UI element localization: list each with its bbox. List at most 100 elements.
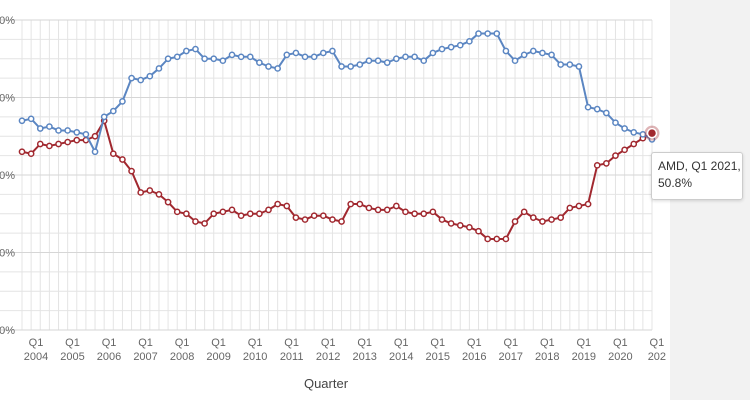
data-point-amd[interactable] xyxy=(475,227,482,235)
data-point-intel[interactable] xyxy=(356,61,364,68)
data-point-intel[interactable] xyxy=(593,105,601,113)
data-point-intel[interactable] xyxy=(36,125,44,132)
data-point-amd[interactable] xyxy=(456,222,464,229)
data-point-intel[interactable] xyxy=(119,98,126,105)
data-point-intel[interactable] xyxy=(338,63,345,70)
data-point-intel[interactable] xyxy=(201,55,208,63)
data-point-amd[interactable] xyxy=(383,206,391,214)
data-point-amd[interactable] xyxy=(447,220,455,227)
data-point-intel[interactable] xyxy=(192,45,199,53)
data-point-amd[interactable] xyxy=(429,208,437,216)
data-point-intel[interactable] xyxy=(18,117,26,125)
data-point-intel[interactable] xyxy=(502,47,510,55)
data-point-intel[interactable] xyxy=(274,65,282,72)
data-point-amd[interactable] xyxy=(146,187,154,194)
data-point-amd[interactable] xyxy=(356,200,364,208)
data-point-amd[interactable] xyxy=(237,212,245,220)
data-point-intel[interactable] xyxy=(511,57,519,65)
data-point-amd[interactable] xyxy=(319,212,327,220)
data-point-intel[interactable] xyxy=(82,130,90,138)
data-point-intel[interactable] xyxy=(210,55,218,63)
data-point-amd[interactable] xyxy=(466,223,473,231)
data-point-amd[interactable] xyxy=(119,156,126,163)
data-point-amd[interactable] xyxy=(55,140,62,148)
data-point-intel[interactable] xyxy=(100,113,108,121)
data-point-intel[interactable] xyxy=(411,53,418,61)
data-point-intel[interactable] xyxy=(64,127,72,134)
data-point-intel[interactable] xyxy=(256,59,263,66)
data-point-intel[interactable] xyxy=(128,74,135,82)
data-point-amd[interactable] xyxy=(210,210,218,218)
data-point-amd[interactable] xyxy=(301,216,309,223)
data-point-amd[interactable] xyxy=(246,210,254,218)
data-point-amd[interactable] xyxy=(265,206,272,214)
data-point-amd[interactable] xyxy=(584,200,592,208)
data-point-intel[interactable] xyxy=(55,127,62,134)
data-point-intel[interactable] xyxy=(292,49,300,57)
data-point-intel[interactable] xyxy=(466,37,473,45)
data-point-amd[interactable] xyxy=(292,214,300,221)
data-point-amd[interactable] xyxy=(438,216,446,223)
data-point-amd[interactable] xyxy=(612,152,619,159)
data-point-intel[interactable] xyxy=(155,65,163,72)
data-point-intel[interactable] xyxy=(475,30,482,37)
data-point-intel[interactable] xyxy=(265,63,272,70)
hover-point[interactable] xyxy=(646,127,658,139)
data-point-intel[interactable] xyxy=(228,51,236,59)
data-point-intel[interactable] xyxy=(484,30,492,37)
data-point-amd[interactable] xyxy=(137,189,145,196)
data-point-intel[interactable] xyxy=(447,43,455,51)
data-point-intel[interactable] xyxy=(420,57,428,65)
data-point-amd[interactable] xyxy=(219,208,227,216)
data-point-intel[interactable] xyxy=(493,30,501,37)
data-point-amd[interactable] xyxy=(493,235,501,243)
data-point-amd[interactable] xyxy=(109,150,117,158)
data-point-amd[interactable] xyxy=(347,200,355,208)
data-point-intel[interactable] xyxy=(27,115,35,123)
data-point-intel[interactable] xyxy=(456,41,464,49)
data-point-intel[interactable] xyxy=(374,57,382,65)
data-point-amd[interactable] xyxy=(566,204,574,212)
data-point-amd[interactable] xyxy=(548,216,555,223)
data-point-intel[interactable] xyxy=(584,103,592,111)
data-point-intel[interactable] xyxy=(602,109,610,117)
data-point-amd[interactable] xyxy=(73,136,81,144)
data-point-intel[interactable] xyxy=(365,57,373,65)
data-point-amd[interactable] xyxy=(201,220,208,227)
data-point-intel[interactable] xyxy=(109,107,117,115)
data-point-amd[interactable] xyxy=(182,210,190,218)
data-point-intel[interactable] xyxy=(402,53,409,61)
data-point-intel[interactable] xyxy=(182,47,190,55)
data-point-intel[interactable] xyxy=(246,53,254,61)
data-point-amd[interactable] xyxy=(557,214,565,221)
data-point-amd[interactable] xyxy=(128,167,135,175)
data-point-intel[interactable] xyxy=(630,129,638,136)
data-point-amd[interactable] xyxy=(164,198,172,206)
data-point-amd[interactable] xyxy=(402,208,409,216)
data-point-amd[interactable] xyxy=(228,206,236,214)
data-point-intel[interactable] xyxy=(164,55,172,63)
data-point-amd[interactable] xyxy=(575,202,583,210)
data-point-intel[interactable] xyxy=(219,57,227,65)
data-point-intel[interactable] xyxy=(137,76,145,84)
data-point-amd[interactable] xyxy=(621,146,628,154)
data-point-amd[interactable] xyxy=(91,132,99,140)
data-point-amd[interactable] xyxy=(310,212,318,220)
data-point-amd[interactable] xyxy=(630,140,638,148)
data-point-intel[interactable] xyxy=(301,53,309,61)
data-point-amd[interactable] xyxy=(484,235,492,243)
data-point-intel[interactable] xyxy=(575,63,583,70)
data-point-amd[interactable] xyxy=(329,216,336,223)
data-point-amd[interactable] xyxy=(36,140,44,148)
data-point-amd[interactable] xyxy=(539,218,546,225)
data-point-intel[interactable] xyxy=(310,53,318,61)
data-point-intel[interactable] xyxy=(639,130,647,138)
data-point-amd[interactable] xyxy=(18,148,26,156)
data-point-intel[interactable] xyxy=(46,123,53,130)
data-point-amd[interactable] xyxy=(602,160,610,167)
data-point-intel[interactable] xyxy=(91,148,99,156)
data-point-amd[interactable] xyxy=(593,161,601,169)
data-point-intel[interactable] xyxy=(529,47,537,55)
data-point-intel[interactable] xyxy=(329,47,336,55)
data-point-intel[interactable] xyxy=(548,51,555,59)
